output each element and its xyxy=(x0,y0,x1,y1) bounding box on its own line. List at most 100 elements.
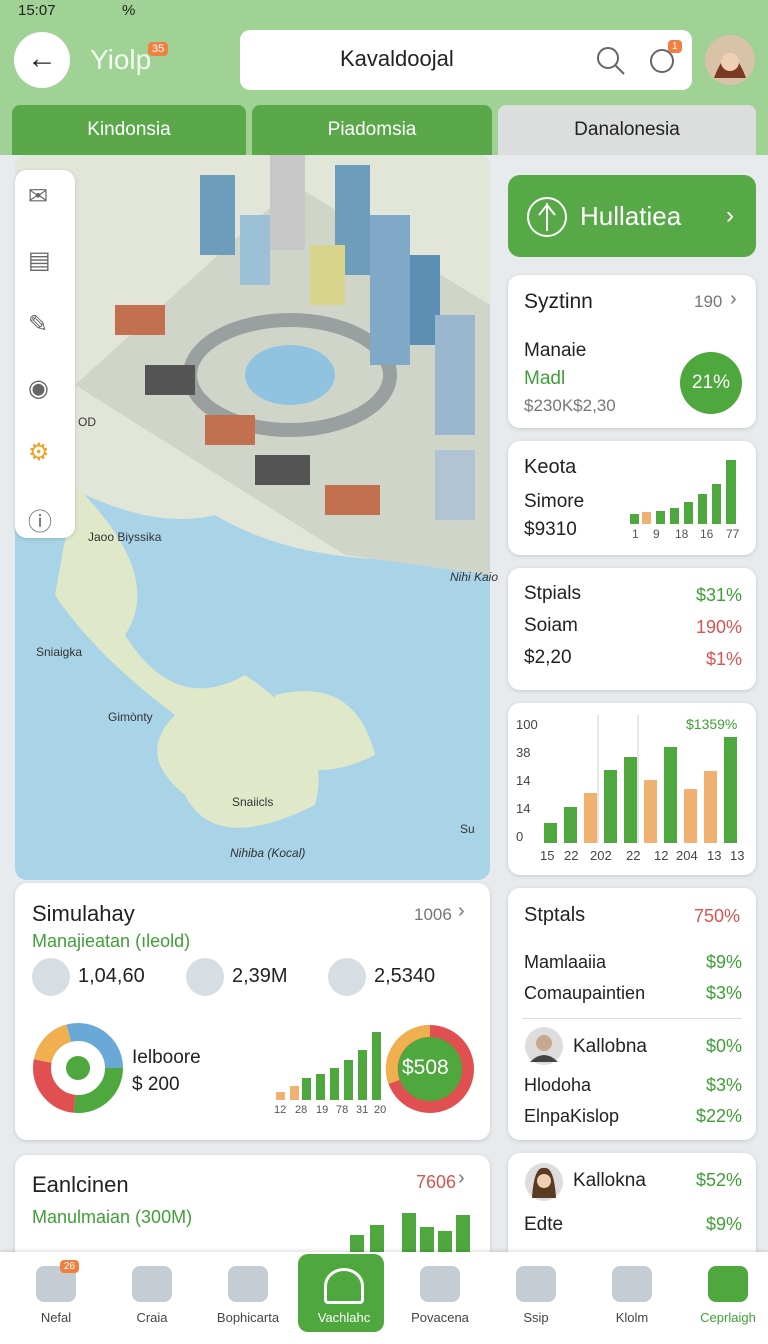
nav-label: Povacena xyxy=(411,1310,469,1325)
axis-label: 31 xyxy=(356,1104,369,1116)
action-label: Hullatiea xyxy=(580,201,682,231)
map-label: Jaoo Biyssika xyxy=(88,530,162,544)
ring-value: $508 xyxy=(402,1056,449,1079)
x-tick-label: 202 xyxy=(590,848,612,863)
card[interactable] xyxy=(508,568,756,690)
row-label: $2,20 xyxy=(524,647,572,668)
x-tick-label: 204 xyxy=(676,848,698,863)
line: $9310 xyxy=(524,519,577,540)
map-label: Gimònty xyxy=(108,710,153,724)
nav-icon[interactable] xyxy=(516,1266,556,1302)
badge: 26 xyxy=(60,1260,80,1273)
row-label: ElnpaKislop xyxy=(524,1106,620,1126)
card-meta: 1006 xyxy=(414,905,452,924)
avatar[interactable] xyxy=(704,34,756,86)
tool-icon[interactable]: ⚙ xyxy=(28,439,50,466)
x-tick-label: 22 xyxy=(564,848,579,863)
stat-icon xyxy=(32,958,70,996)
line: Simore xyxy=(524,491,585,512)
donut xyxy=(33,1023,123,1113)
back-button[interactable]: ← xyxy=(14,32,70,88)
row-label: Mamlaaiia xyxy=(524,952,607,972)
y-tick-label: 100 xyxy=(516,717,538,732)
axis-label: 18 xyxy=(675,527,689,541)
tool-icon[interactable]: ✎ xyxy=(28,311,49,338)
badge: 1 xyxy=(668,40,682,53)
chevron: › xyxy=(726,202,734,229)
map[interactable] xyxy=(15,155,490,880)
mini-bars xyxy=(630,460,736,524)
axis-label: 16 xyxy=(700,527,714,541)
x-tick-label: 12 xyxy=(654,848,669,863)
map-label: Su xyxy=(460,822,475,836)
card[interactable] xyxy=(508,888,756,1140)
search-box[interactable] xyxy=(240,30,692,90)
tool-icon[interactable]: ✉ xyxy=(28,183,49,210)
line: $230K$2,30 xyxy=(524,396,616,415)
x-tick-label: 15 xyxy=(540,848,555,863)
card-value: 750% xyxy=(694,906,741,926)
axis-label: 28 xyxy=(295,1104,308,1116)
card-title: Stptals xyxy=(524,904,586,926)
nav-label: Craia xyxy=(136,1310,168,1325)
subtitle: Manulmaian (300M) xyxy=(32,1207,193,1227)
map-art xyxy=(15,155,490,880)
search-icon[interactable] xyxy=(594,44,628,78)
card-meta: 7606 xyxy=(416,1172,457,1192)
axis-label: 78 xyxy=(336,1104,349,1116)
tab[interactable]: Danalonesia xyxy=(498,105,756,155)
nav-label: Bophicarta xyxy=(216,1310,280,1325)
axis-label: 19 xyxy=(316,1104,329,1116)
bell-icon[interactable] xyxy=(646,44,680,78)
row-value: 190% xyxy=(695,617,742,637)
chart-top-label: $1359% xyxy=(686,716,738,732)
tab[interactable]: Piadomsia xyxy=(252,105,492,155)
search-text: Kavaldoojal xyxy=(340,46,454,71)
axis-label: 12 xyxy=(274,1104,287,1116)
y-tick-label: 38 xyxy=(516,745,531,760)
map-label: OD xyxy=(78,415,96,429)
row-label: Kallokna xyxy=(573,1170,646,1191)
nav-icon[interactable] xyxy=(324,1268,364,1304)
nav-label: Klolm xyxy=(615,1310,649,1325)
row-label: Stpials xyxy=(524,583,582,604)
nav-icon[interactable] xyxy=(132,1266,172,1302)
x-tick-label: 22 xyxy=(626,848,641,863)
axis-label: 77 xyxy=(726,527,740,541)
donut-label: Ielboore xyxy=(132,1047,201,1068)
tool-icon[interactable]: ▤ xyxy=(28,247,51,274)
row-value: $9% xyxy=(705,1214,742,1234)
y-tick-label: 14 xyxy=(516,773,531,788)
stat-value: 2,39M xyxy=(232,965,288,987)
nav-label: Ceprlaigh xyxy=(700,1310,756,1325)
time: 15:07 xyxy=(18,2,56,19)
tool-icon[interactable]: ⓘ xyxy=(28,509,52,536)
axis-label: 20 xyxy=(374,1104,387,1116)
mini-bars xyxy=(276,1032,381,1100)
chevron: › xyxy=(458,900,465,922)
line: Madl xyxy=(524,368,566,389)
action-button[interactable] xyxy=(508,175,756,257)
row-value: $9% xyxy=(705,952,742,972)
nav-label: Ssip xyxy=(523,1310,549,1325)
chevron: › xyxy=(458,1167,465,1189)
nav-label: Nefal xyxy=(40,1310,72,1325)
card-title: Syztinn xyxy=(524,290,593,313)
stat-icon xyxy=(186,958,224,996)
stat-value: 2,5340 xyxy=(374,965,436,987)
row-value: $3% xyxy=(705,983,742,1003)
tool-icon[interactable]: ◉ xyxy=(28,375,49,402)
action-icon xyxy=(527,197,567,237)
nav-icon[interactable] xyxy=(420,1266,460,1302)
nav-bar xyxy=(0,1252,768,1344)
row-label: Hlodoha xyxy=(524,1075,592,1095)
nav-icon[interactable] xyxy=(708,1266,748,1302)
badge: 35 xyxy=(148,42,169,56)
nav-icon[interactable] xyxy=(228,1266,268,1302)
donut-value: $ 200 xyxy=(132,1074,180,1095)
stat-value: 1,04,60 xyxy=(78,965,145,987)
nav-icon[interactable] xyxy=(612,1266,652,1302)
tab[interactable]: Kindonsia xyxy=(12,105,246,155)
row-label: Comaupaintien xyxy=(524,983,646,1003)
map-label: Nihi Kaio xyxy=(450,570,499,584)
